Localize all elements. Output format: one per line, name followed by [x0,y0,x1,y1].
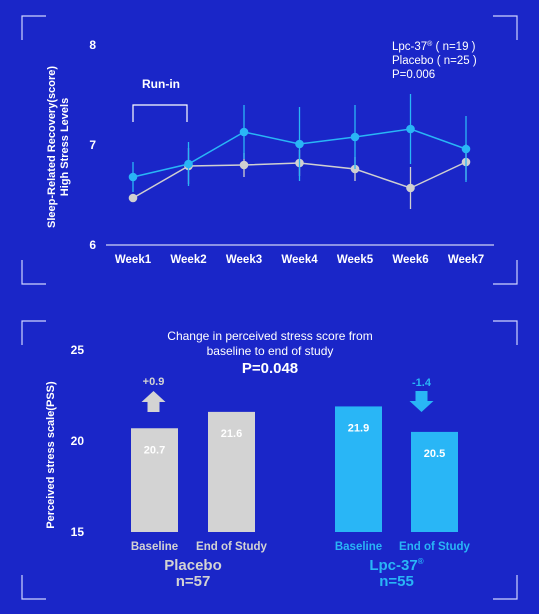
data-point [406,183,415,193]
bar [335,406,382,532]
svg-text:Sleep-Related Recovery(score)H: Sleep-Related Recovery(score)High Stress… [46,66,71,228]
bar-chart: Change in perceived stress score frombas… [45,329,471,590]
data-point [350,132,360,142]
legend: Lpc-37® ( n=19 ) Placebo ( n=25 ) P=0.00… [392,40,477,81]
legend-item-lpc: Lpc-37® ( n=19 ) [392,40,476,53]
data-point [461,144,471,154]
y-axis-label-line: Sleep-Related Recovery(score) [46,66,58,228]
y-axis-label: Sleep-Related Recovery(score)High Stress… [46,66,71,228]
bar-value-label: 21.9 [348,422,369,434]
line-chart: Sleep-Related Recovery(score)High Stress… [46,38,494,266]
y-tick-label: 25 [71,343,85,357]
group-label: Placebo [164,557,222,574]
series-lpc [128,94,471,192]
group-label: Lpc-37® [369,557,423,574]
x-tick-label: End of Study [196,541,268,553]
bar [208,411,255,532]
y-tick-label: 7 [89,138,96,152]
x-tick-label: Week3 [226,254,262,266]
bar-value-label: 20.5 [424,448,445,460]
data-point [406,124,415,134]
group-n-label: n=55 [379,573,414,590]
x-tick-label: Week1 [115,254,152,266]
group-n-label: n=57 [176,573,211,590]
bar [131,428,178,532]
bar-value-label: 21.6 [221,428,242,440]
data-point [239,160,249,170]
data-point [184,159,193,169]
change-label: -1.4 [412,377,432,389]
chart-title-line: Change in perceived stress score from [167,329,372,343]
data-point [295,139,304,149]
x-tick-label: Week6 [392,254,428,266]
run-in-bracket [132,104,188,122]
x-tick-label: Week5 [337,254,374,266]
y-axis-label: Perceived stress scale(PSS) [45,381,57,529]
data-point [239,127,249,137]
bottom-panel-frame [21,320,518,600]
chart-title: Change in perceived stress score frombas… [167,329,372,358]
chart-title-line: baseline to end of study [207,344,334,358]
x-tick-label: Week7 [448,254,484,266]
top-panel-frame [21,15,518,285]
change-label: +0.9 [143,376,165,388]
y-tick-label: 8 [89,38,96,52]
up-arrow-icon [141,391,166,412]
bar [411,431,458,532]
x-tick-label: Baseline [131,541,178,553]
y-tick-label: 20 [71,434,85,448]
legend-item-placebo: Placebo ( n=25 ) [392,55,477,67]
data-point [128,193,138,203]
x-tick-label: Baseline [335,541,382,553]
chart-pvalue: P=0.048 [242,360,298,377]
run-in-label: Run-in [142,77,180,91]
x-tick-label: End of Study [399,541,471,553]
data-point [128,172,138,182]
bar-value-label: 20.7 [144,444,165,456]
y-tick-label: 15 [71,525,85,539]
y-axis-label-line: High Stress Levels [59,98,71,196]
legend-pvalue: P=0.006 [392,69,435,81]
down-arrow-icon [409,391,434,412]
x-tick-label: Week2 [170,254,206,266]
x-tick-label: Week4 [281,254,318,266]
y-tick-label: 6 [89,238,96,252]
